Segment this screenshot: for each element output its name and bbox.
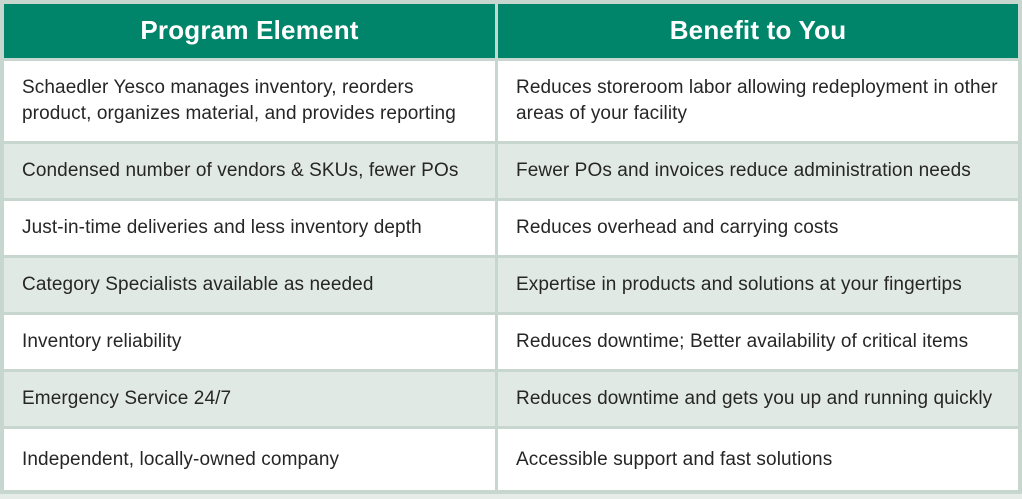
cell-text: Category Specialists available as needed [22,274,374,296]
cell-text: Fewer POs and invoices reduce administra… [516,160,971,182]
table-cell-benefit: Reduces downtime; Better availability of… [498,315,1018,369]
table-cell-program-element: Schaedler Yesco manages inventory, reord… [4,61,495,141]
cell-text: Independent, locally-owned company [22,448,340,470]
cell-text: Reduces overhead and carrying costs [516,217,839,239]
cell-text: Reduces downtime; Better availability of… [516,331,969,353]
cell-text: Schaedler Yesco manages inventory, reord… [22,77,456,124]
cell-text: Reduces storeroom labor allowing redeplo… [516,77,998,124]
cell-text: Just-in-time deliveries and less invento… [22,217,422,239]
table-cell-program-element: Inventory reliability [4,315,495,369]
table-cell-benefit: Expertise in products and solutions at y… [498,258,1018,312]
table-cell-benefit: Reduces overhead and carrying costs [498,201,1018,255]
table-cell-benefit: Fewer POs and invoices reduce administra… [498,144,1018,198]
table-cell-benefit: Accessible support and fast solutions [498,429,1018,490]
table-cell-benefit: Reduces storeroom labor allowing redeplo… [498,61,1018,141]
table-cell-program-element: Independent, locally-owned company [4,429,495,490]
cell-text: Reduces downtime and gets you up and run… [516,388,993,410]
column-header-benefit-to-you: Benefit to You [498,4,1018,58]
cell-text: Inventory reliability [22,331,182,353]
table-cell-program-element: Emergency Service 24/7 [4,372,495,426]
cell-text: Condensed number of vendors & SKUs, fewe… [22,160,459,182]
table-grid: Program Element Benefit to You Schaedler… [4,4,1018,490]
cell-text: Accessible support and fast solutions [516,448,833,470]
column-header-label: Benefit to You [669,15,847,46]
table-cell-program-element: Just-in-time deliveries and less invento… [4,201,495,255]
column-header-program-element: Program Element [4,4,495,58]
cell-text: Emergency Service 24/7 [22,388,232,410]
table-cell-program-element: Category Specialists available as needed [4,258,495,312]
column-header-label: Program Element [140,15,359,46]
table-cell-program-element: Condensed number of vendors & SKUs, fewe… [4,144,495,198]
cell-text: Expertise in products and solutions at y… [516,274,962,296]
table-cell-benefit: Reduces downtime and gets you up and run… [498,372,1018,426]
